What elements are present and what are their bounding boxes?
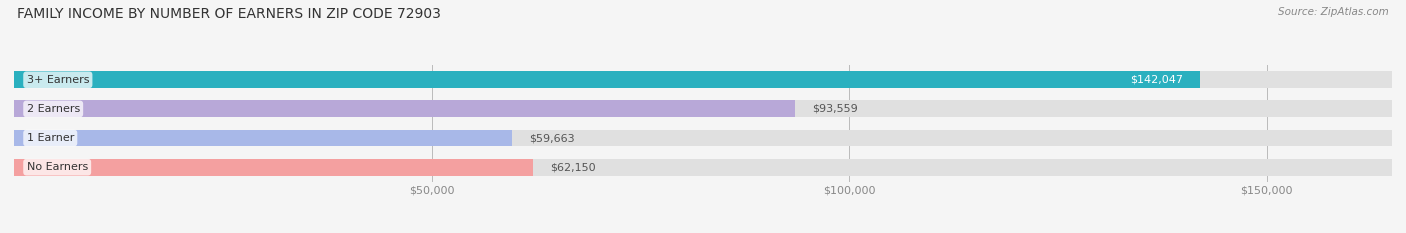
Bar — [14, 100, 1392, 117]
Bar — [14, 159, 1392, 176]
Text: $59,663: $59,663 — [529, 133, 575, 143]
Bar — [14, 71, 1392, 88]
Text: Source: ZipAtlas.com: Source: ZipAtlas.com — [1278, 7, 1389, 17]
Bar — [14, 159, 533, 176]
Bar — [14, 71, 1201, 88]
Bar — [14, 100, 796, 117]
Bar — [14, 130, 1392, 147]
Text: No Earners: No Earners — [27, 162, 87, 172]
Bar — [14, 130, 512, 147]
Text: $93,559: $93,559 — [813, 104, 858, 114]
Text: $142,047: $142,047 — [1130, 75, 1184, 85]
Text: 1 Earner: 1 Earner — [27, 133, 75, 143]
Text: FAMILY INCOME BY NUMBER OF EARNERS IN ZIP CODE 72903: FAMILY INCOME BY NUMBER OF EARNERS IN ZI… — [17, 7, 440, 21]
Text: $62,150: $62,150 — [550, 162, 595, 172]
Text: 3+ Earners: 3+ Earners — [27, 75, 89, 85]
Text: 2 Earners: 2 Earners — [27, 104, 80, 114]
